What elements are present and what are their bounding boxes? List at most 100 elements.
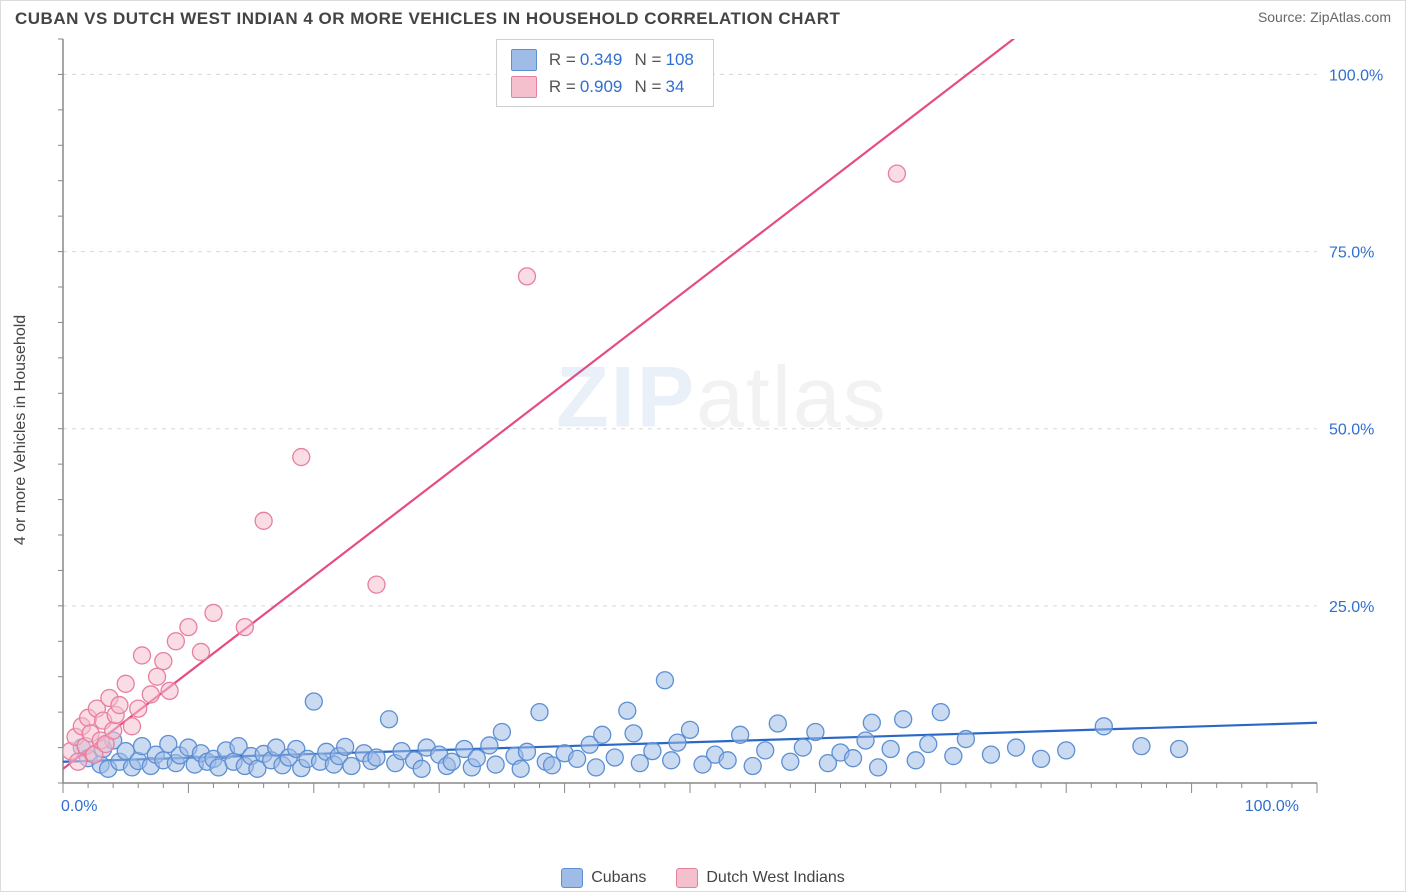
point-dutch	[111, 697, 128, 714]
point-cubans	[732, 726, 749, 743]
point-cubans	[487, 756, 504, 773]
legend-label-dutch: Dutch West Indians	[706, 869, 844, 887]
y-tick-label: 75.0%	[1329, 245, 1374, 262]
stat-n-value-cubans: 108	[661, 46, 699, 73]
point-cubans	[368, 749, 385, 766]
stats-swatch-dutch	[511, 76, 537, 98]
point-cubans	[769, 715, 786, 732]
point-cubans	[1033, 750, 1050, 767]
point-cubans	[443, 753, 460, 770]
point-dutch	[368, 576, 385, 593]
point-cubans	[744, 757, 761, 774]
point-cubans	[594, 726, 611, 743]
point-cubans	[468, 750, 485, 767]
legend-swatch-dutch	[676, 868, 698, 888]
point-cubans	[1171, 740, 1188, 757]
point-dutch	[255, 512, 272, 529]
y-tick-label: 50.0%	[1329, 422, 1374, 439]
point-dutch	[117, 675, 134, 692]
point-cubans	[663, 752, 680, 769]
point-dutch	[130, 700, 147, 717]
point-dutch	[134, 647, 151, 664]
y-tick-label: 25.0%	[1329, 599, 1374, 616]
point-dutch	[142, 686, 159, 703]
point-cubans	[882, 740, 899, 757]
point-dutch	[105, 722, 122, 739]
stats-legend-box: R = 0.349 N = 108R = 0.909 N = 34	[496, 39, 715, 107]
point-dutch	[123, 718, 140, 735]
stat-r-value-cubans: 0.349	[576, 46, 630, 73]
point-cubans	[606, 749, 623, 766]
point-cubans	[932, 704, 949, 721]
point-dutch	[518, 268, 535, 285]
stat-r-label: R =	[549, 73, 576, 100]
point-cubans	[1133, 738, 1150, 755]
stats-row-dutch: R = 0.909 N = 34	[511, 73, 700, 100]
chart-title: CUBAN VS DUTCH WEST INDIAN 4 OR MORE VEH…	[15, 9, 840, 29]
point-dutch	[70, 753, 87, 770]
point-dutch	[236, 619, 253, 636]
point-cubans	[656, 672, 673, 689]
stats-swatch-cubans	[511, 49, 537, 71]
point-dutch	[192, 643, 209, 660]
point-cubans	[895, 711, 912, 728]
stat-n-label: N =	[630, 73, 662, 100]
point-dutch	[888, 165, 905, 182]
plot-wrap: 4 or more Vehicles in Household 25.0%50.…	[57, 35, 1387, 825]
point-cubans	[957, 731, 974, 748]
stat-n-label: N =	[630, 46, 662, 73]
point-cubans	[381, 711, 398, 728]
point-cubans	[518, 743, 535, 760]
point-cubans	[644, 743, 661, 760]
point-cubans	[619, 702, 636, 719]
x-min-label: 0.0%	[61, 798, 97, 815]
trend-line-dutch	[63, 35, 1041, 769]
stat-r-label: R =	[549, 46, 576, 73]
point-cubans	[682, 721, 699, 738]
legend-label-cubans: Cubans	[591, 869, 646, 887]
point-dutch	[180, 619, 197, 636]
y-tick-label: 100.0%	[1329, 67, 1383, 84]
point-cubans	[945, 748, 962, 765]
point-dutch	[161, 682, 178, 699]
point-cubans	[569, 750, 586, 767]
legend-item-dutch: Dutch West Indians	[676, 868, 844, 888]
point-cubans	[1058, 742, 1075, 759]
stat-r-value-dutch: 0.909	[576, 73, 630, 100]
point-dutch	[149, 668, 166, 685]
point-dutch	[167, 633, 184, 650]
point-dutch	[293, 449, 310, 466]
point-cubans	[757, 742, 774, 759]
point-cubans	[343, 757, 360, 774]
point-cubans	[531, 704, 548, 721]
y-axis-label: 4 or more Vehicles in Household	[12, 315, 30, 545]
point-cubans	[794, 739, 811, 756]
point-cubans	[305, 693, 322, 710]
point-cubans	[481, 737, 498, 754]
point-cubans	[982, 746, 999, 763]
point-cubans	[1008, 739, 1025, 756]
point-cubans	[1095, 718, 1112, 735]
legend-swatch-cubans	[561, 868, 583, 888]
point-cubans	[782, 753, 799, 770]
point-dutch	[205, 604, 222, 621]
point-cubans	[587, 759, 604, 776]
point-cubans	[845, 750, 862, 767]
point-cubans	[493, 723, 510, 740]
point-cubans	[920, 736, 937, 753]
point-cubans	[512, 760, 529, 777]
point-cubans	[907, 752, 924, 769]
point-cubans	[870, 759, 887, 776]
source-label: Source: ZipAtlas.com	[1258, 9, 1391, 25]
point-cubans	[857, 732, 874, 749]
series-legend: Cubans Dutch West Indians	[0, 868, 1406, 888]
point-cubans	[337, 738, 354, 755]
point-cubans	[669, 734, 686, 751]
point-cubans	[625, 725, 642, 742]
stat-n-value-dutch: 34	[661, 73, 699, 100]
scatter-plot: 25.0%50.0%75.0%100.0%0.0%100.0%	[57, 35, 1387, 825]
point-cubans	[719, 752, 736, 769]
point-cubans	[807, 723, 824, 740]
header-row: CUBAN VS DUTCH WEST INDIAN 4 OR MORE VEH…	[15, 9, 1391, 29]
chart-container: CUBAN VS DUTCH WEST INDIAN 4 OR MORE VEH…	[0, 0, 1406, 892]
